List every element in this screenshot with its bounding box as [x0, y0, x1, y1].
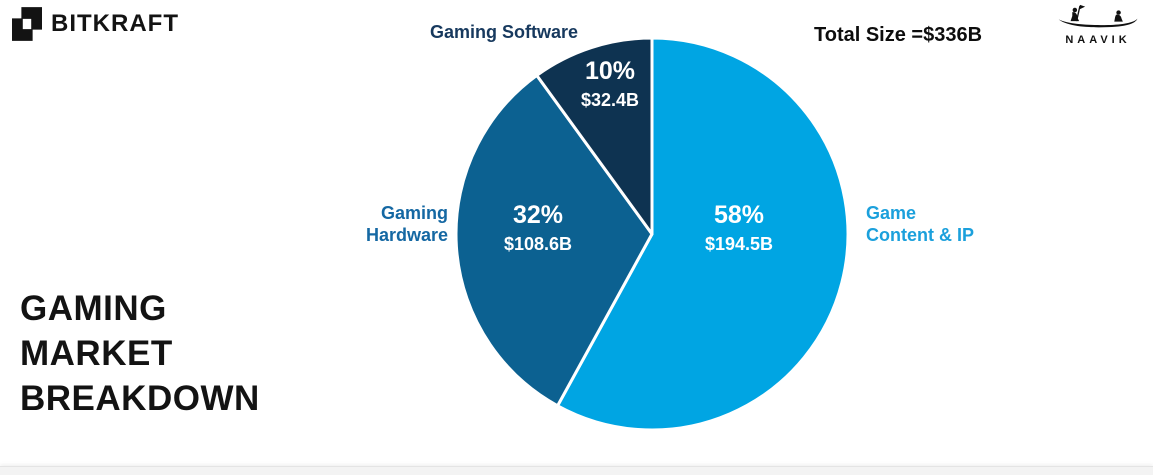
callout-label-line: Gaming Software — [430, 22, 579, 42]
naavik-logo-text: NAAVIK — [1065, 34, 1131, 46]
pie-slice-gaming-software — [535, 36, 654, 236]
callout-label-line: Game — [866, 203, 917, 223]
total-size-label: Total Size =$336B — [814, 24, 983, 46]
pie-chart — [454, 36, 850, 432]
callout-game-content-ip: Game Content & IP — [866, 202, 1016, 246]
pie-slice-gaming-hardware — [454, 73, 654, 408]
naavik-logo: NAAVIK — [1052, 4, 1144, 46]
callout-gaming-software: Gaming Software — [430, 21, 578, 43]
bitkraft-logo: BITKRAFT — [12, 7, 179, 41]
naavik-boat-icon — [1058, 4, 1138, 28]
pie-slice-game-content-ip — [556, 36, 850, 432]
bitkraft-logo-text: BITKRAFT — [51, 10, 179, 37]
footer-divider — [0, 466, 1153, 475]
page-title-line: MARKET — [20, 334, 173, 373]
page-title-line: BREAKDOWN — [20, 379, 260, 418]
callout-label-line: Gaming — [380, 203, 448, 223]
callout-label-line: Content & IP — [866, 225, 974, 245]
callout-label-line: Hardware — [365, 225, 448, 245]
bitkraft-logo-icon — [12, 7, 42, 41]
callout-gaming-hardware: Gaming Hardware — [338, 202, 448, 246]
page-title-line: GAMING — [20, 289, 167, 328]
page-title: GAMING MARKET BREAKDOWN — [20, 286, 260, 421]
